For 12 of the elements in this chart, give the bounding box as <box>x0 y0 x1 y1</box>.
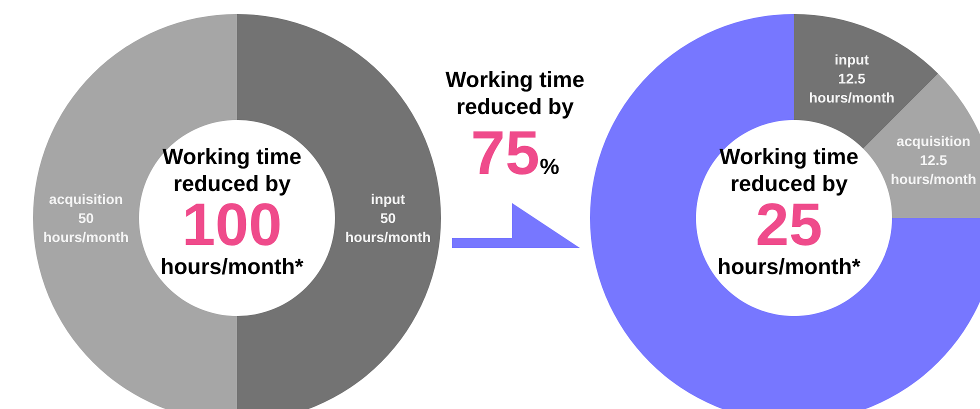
data-label: 50 hours/month <box>345 210 431 245</box>
slice-label: input <box>370 191 406 207</box>
text: hours/month* <box>160 253 304 281</box>
text: % <box>540 154 560 179</box>
slice-label: acquisition <box>49 191 123 207</box>
slice-label: input <box>834 51 870 68</box>
text: Working time reduced by <box>444 66 586 120</box>
text: 75 <box>470 119 540 188</box>
data-label: 50 hours/month <box>43 210 129 245</box>
slice-label: acquisition <box>896 133 970 150</box>
data-label: 12.5 hours/month <box>809 70 895 106</box>
data-label: 12.5 hours/month <box>890 152 976 188</box>
